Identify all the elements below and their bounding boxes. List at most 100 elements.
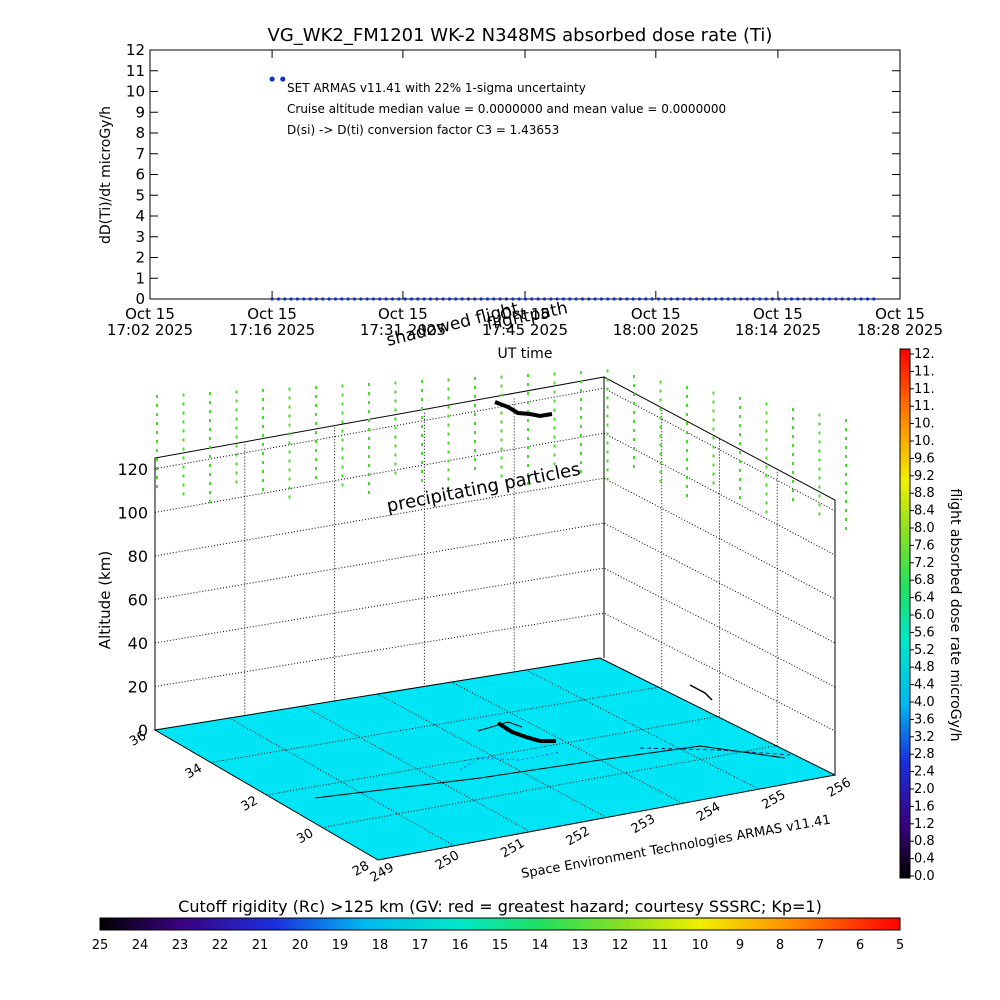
x-tick-label-date: Oct 15 <box>500 305 550 323</box>
y-tick-label: 5 <box>135 186 145 204</box>
rigidity-colorbar-tick-label: 23 <box>172 938 189 953</box>
dose-colorbar-tick-label: 8.8 <box>914 486 935 501</box>
dose-point <box>618 297 623 301</box>
ground-gridline <box>228 717 455 847</box>
annotation-conversion-factor: D(si) -> D(ti) conversion factor C3 = 1.… <box>287 123 559 137</box>
dose-colorbar-tick-label: 7.2 <box>914 556 935 571</box>
rigidity-colorbar-tick-label: 24 <box>132 938 149 953</box>
dose-colorbar-tick-label: 3.2 <box>914 730 935 745</box>
dose-point <box>289 297 293 301</box>
y-tick-label: 8 <box>135 124 145 142</box>
dose-point <box>606 297 610 301</box>
dose-point <box>846 297 851 301</box>
dose-point <box>859 297 863 301</box>
annotation-cruise-altitude: Cruise altitude median value = 0.0000000… <box>287 102 726 116</box>
y-tick-label: 0 <box>135 290 145 308</box>
ground-gridline <box>303 705 531 833</box>
y-tick-label: 12 <box>126 41 145 59</box>
dose-point <box>669 297 673 301</box>
longitude-tick-label: 251 <box>498 836 527 861</box>
x-tick-label-time: 17:16 2025 <box>229 321 315 339</box>
altitude-gridline <box>154 522 836 644</box>
dose-point <box>536 297 540 301</box>
dose-point <box>777 297 781 301</box>
dose-colorbar-tick-label: 0.8 <box>914 834 935 849</box>
altitude-tick-label: 40 <box>128 634 148 653</box>
dose-colorbar-tick-label: 11. <box>914 382 935 397</box>
dose-point <box>460 297 464 301</box>
dose-point <box>815 297 819 301</box>
dose-point <box>473 297 477 301</box>
dose-point <box>542 297 547 301</box>
y-tick-label: 2 <box>135 249 145 267</box>
dose-point <box>530 297 534 301</box>
dose-point <box>865 297 870 301</box>
longitude-tick-label: 256 <box>825 775 854 800</box>
dose-colorbar-tick-label: 10. <box>914 434 935 449</box>
x-tick-label-time: 17:02 2025 <box>107 321 193 339</box>
dose-colorbar-tick-label: 11. <box>914 399 935 414</box>
dose-colorbar-tick-label: 1.2 <box>914 817 935 832</box>
rigidity-colorbar-tick-label: 22 <box>212 938 229 953</box>
dose-point <box>853 297 857 301</box>
altitude-tick-label: 80 <box>128 547 148 566</box>
dose-point <box>599 297 604 301</box>
dose-point-high <box>280 76 286 82</box>
annotation-armas-version: SET ARMAS v11.41 with 22% 1-sigma uncert… <box>287 81 586 95</box>
dose-point <box>504 297 509 301</box>
dose-point <box>783 297 787 301</box>
longitude-tick-label: 253 <box>629 812 658 837</box>
dose-point <box>397 297 401 301</box>
dose-point <box>840 297 844 301</box>
dose-point <box>720 297 724 301</box>
dose-colorbar-tick-label: 2.0 <box>914 782 935 797</box>
label-precipitating-particles: precipitating particles <box>385 459 582 517</box>
y-tick-label: 1 <box>135 269 145 287</box>
latitude-tick-label: 28 <box>350 858 372 879</box>
dose-point <box>466 297 471 301</box>
dose-point <box>479 297 483 301</box>
rigidity-colorbar-tick-label: 9 <box>736 938 744 953</box>
dose-point <box>770 297 775 301</box>
dose-point <box>352 297 357 301</box>
dose-point <box>492 297 496 301</box>
dose-point <box>416 297 420 301</box>
dose-colorbar-tick-label: 9.6 <box>914 451 935 466</box>
dose-point <box>561 297 566 301</box>
x-tick-label-date: Oct 15 <box>631 305 681 323</box>
y-tick-label: 7 <box>135 145 145 163</box>
dose-point <box>745 297 749 301</box>
dose-point <box>707 297 711 301</box>
x-tick-label-date: Oct 15 <box>247 305 297 323</box>
rigidity-colorbar-tick-label: 19 <box>332 938 349 953</box>
rigidity-colorbar-tick-label: 14 <box>532 938 549 953</box>
dose-point <box>523 297 528 301</box>
dose-point <box>422 297 426 301</box>
dose-point <box>390 297 395 301</box>
dose-point <box>637 297 642 301</box>
altitude-tick-label: 20 <box>128 677 148 696</box>
ground-gridline <box>266 716 718 796</box>
dose-point <box>378 297 382 301</box>
dose-colorbar-tick-label: 12. <box>914 347 935 362</box>
rigidity-colorbar-tick-label: 17 <box>412 938 429 953</box>
dose-point <box>644 297 648 301</box>
dose-point <box>593 297 597 301</box>
dose-point <box>511 297 515 301</box>
dose-point <box>340 297 344 301</box>
dose-colorbar-tick-label: 4.0 <box>914 695 935 710</box>
dose-colorbar-tick-label: 8.4 <box>914 504 935 519</box>
altitude-gridline <box>154 387 836 512</box>
altitude-gridline <box>154 612 836 732</box>
dose-point <box>454 297 458 301</box>
dose-point <box>732 297 737 301</box>
y-tick-label: 3 <box>135 228 145 246</box>
dose-point <box>371 297 376 301</box>
dose-point <box>403 297 407 301</box>
precipitating-particles-curtain <box>156 369 847 530</box>
dose-colorbar <box>899 348 911 879</box>
y-tick-label: 10 <box>126 83 145 101</box>
timeseries-x-axis-label: UT time <box>498 346 553 362</box>
dose-point <box>441 297 445 301</box>
